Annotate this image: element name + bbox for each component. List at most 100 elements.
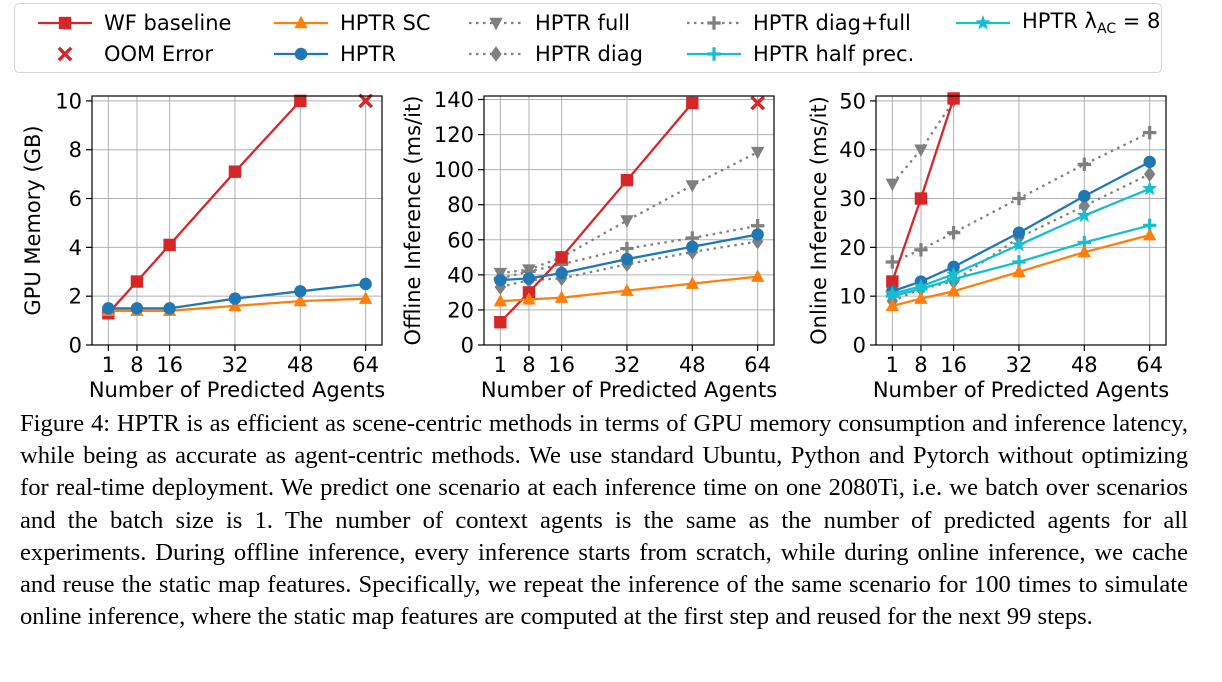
series-line-sc (892, 233, 1150, 308)
legend-label: HPTR λAC = 8 (1022, 8, 1161, 38)
x-axis-label: Number of Predicted Agents (481, 378, 777, 402)
data-point-diag (1143, 166, 1156, 182)
y-tick-label: 0 (69, 334, 82, 358)
x-tick-label: 1 (102, 353, 115, 377)
legend-marker (707, 16, 721, 30)
y-axis-label: GPU Memory (GB) (21, 125, 45, 315)
data-point-wf (620, 173, 634, 187)
y-tick-label: 40 (447, 263, 474, 287)
data-point-sc (685, 276, 700, 289)
y-tick-label: 10 (839, 285, 866, 309)
series-group (493, 95, 766, 329)
data-point-wf (555, 251, 568, 264)
x-tick-label: 8 (522, 353, 535, 377)
data-point-diag (1078, 198, 1091, 214)
series-wf (886, 92, 960, 288)
x-axis-label: Number of Predicted Agents (89, 378, 385, 402)
data-point-sc (1012, 264, 1026, 277)
data-point-hptr (686, 240, 699, 254)
data-point-sc (1077, 245, 1092, 258)
y-tick-label: 6 (69, 187, 82, 211)
data-point-lam (1011, 236, 1027, 252)
y-tick-label: 40 (839, 138, 866, 162)
x-tick-label: 16 (156, 353, 183, 377)
data-point-wf (947, 92, 960, 105)
legend-swatch (469, 46, 523, 62)
legend-item-full: HPTR full (468, 8, 630, 38)
series-group (101, 93, 374, 320)
data-point-sc (620, 283, 634, 296)
grid (876, 96, 1166, 346)
legend-label: HPTR full (535, 11, 630, 35)
data-point-wf (686, 96, 699, 110)
data-point-full (750, 146, 765, 160)
data-point-hptr (1143, 155, 1156, 169)
series-sc (885, 227, 1157, 312)
y-tick-label: 20 (839, 236, 866, 260)
y-tick-label: 30 (839, 187, 866, 211)
legend-marker (707, 47, 721, 61)
series-hptr (102, 277, 372, 315)
legend-item-diag: HPTR diag (468, 39, 643, 69)
plot-frame (875, 95, 1167, 346)
data-point-lam (1142, 180, 1158, 196)
y-tick-label: 2 (69, 285, 82, 309)
series-line-diagfull (500, 224, 758, 280)
series-line-full (500, 151, 759, 275)
data-point-wf (294, 94, 307, 108)
data-point-full (685, 180, 700, 193)
data-point-sc (293, 293, 308, 307)
data-point-diagfull (885, 255, 900, 269)
data-point-sc (885, 298, 900, 312)
legend-label: HPTR diag+full (753, 11, 911, 35)
legend-marker (57, 46, 73, 62)
legend-label: HPTR half prec. (753, 42, 915, 66)
data-point-diagfull (1142, 125, 1157, 140)
legend-item-sc: HPTR SC (273, 8, 431, 38)
data-point-hptr (359, 277, 372, 291)
data-point-oom (750, 95, 766, 111)
legend-marker (58, 16, 72, 30)
data-point-diagfull (1077, 157, 1092, 172)
series-diagfull (885, 125, 1157, 269)
data-point-diagfull (946, 226, 961, 240)
legend-label: HPTR (340, 42, 396, 66)
plot-frame (483, 95, 775, 346)
data-point-hptr (102, 302, 115, 315)
x-tick-label: 8 (914, 353, 927, 377)
chart-legend: WF baseline OOM Error HPTR SC HPTR HPTR full… (14, 3, 1162, 73)
data-point-hptr (555, 266, 568, 280)
data-point-diagfull (1012, 191, 1026, 206)
data-point-hptr (1012, 226, 1026, 239)
legend-marker (294, 15, 308, 29)
legend-item-oom: OOM Error (37, 39, 213, 69)
x-tick-label: 16 (548, 353, 575, 377)
x-tick-label: 32 (1006, 353, 1033, 377)
data-point-wf (914, 192, 928, 205)
x-tick-label: 64 (352, 353, 379, 377)
x-tick-label: 1 (886, 353, 899, 377)
legend-item-hptr: HPTR (273, 39, 396, 69)
legend-marker (294, 47, 308, 61)
legend-item-half: HPTR half prec. (686, 39, 914, 69)
data-point-hptr (294, 285, 307, 298)
chart-panel-3: 1 8 16 32 48 64 0 10 20 30 40 50 Number of Predicted… (807, 89, 1169, 402)
legend-swatch (469, 17, 523, 31)
data-point-sc (358, 291, 373, 304)
x-tick-label: 16 (940, 353, 967, 377)
x-tick-label: 48 (287, 353, 314, 377)
y-tick-label: 100 (434, 158, 474, 182)
y-axis-label: Online Inference (ms/it) (807, 96, 831, 345)
legend-marker (489, 17, 503, 31)
data-point-full (885, 178, 900, 192)
x-tick-label: 48 (1071, 353, 1098, 377)
data-point-half (946, 272, 961, 286)
legend-marker (975, 15, 991, 30)
x-axis-label: Number of Predicted Agents (873, 378, 1169, 402)
y-tick-label: 20 (447, 298, 474, 322)
y-tick-label: 140 (434, 88, 474, 112)
legend-swatch (956, 15, 1010, 30)
data-point-full (620, 215, 634, 228)
